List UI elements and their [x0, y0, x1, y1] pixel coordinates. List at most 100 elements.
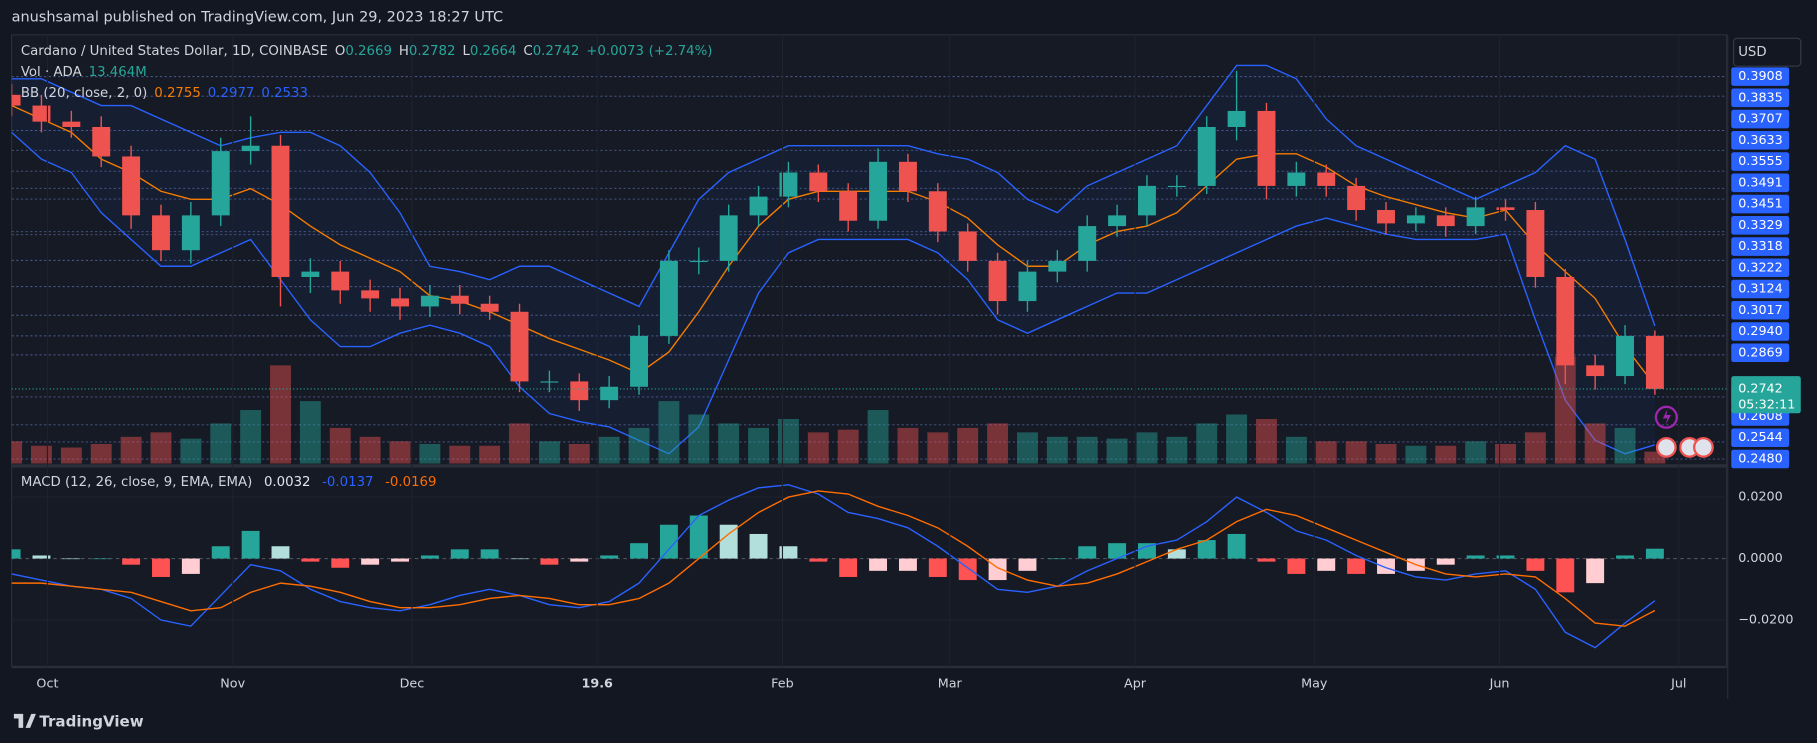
macd-tick-label: −0.0200 [1738, 613, 1793, 628]
event-icon[interactable] [1654, 405, 1678, 429]
candle-body [600, 386, 619, 401]
volume-bar [658, 401, 680, 464]
price-tag [1731, 279, 1790, 299]
volume-bar [120, 436, 142, 464]
y-tick-label: 0.3491 [1738, 175, 1783, 190]
volume-bar [1405, 445, 1427, 464]
legend-item: BB (20, close, 2, 0) [21, 86, 147, 101]
candle-body [331, 271, 350, 291]
price-tag [1731, 194, 1790, 214]
x-tick-label: 19.6 [581, 676, 613, 691]
publisher: anushsamal published on TradingView.com,… [12, 9, 503, 25]
volume-bar [329, 427, 351, 464]
candle-body [480, 303, 499, 312]
volume-bar [1046, 436, 1068, 464]
price-tag [1731, 343, 1790, 363]
legend-item: 0.2755 [154, 86, 201, 101]
volume-bar [1435, 445, 1457, 464]
macd-histogram-bar [1018, 558, 1037, 571]
macd-histogram-bar [1556, 558, 1575, 593]
macd-histogram-bar [1078, 546, 1097, 559]
legend-item: 0.2742 [533, 44, 580, 59]
volume-bar [240, 410, 262, 464]
price-tag [1731, 322, 1790, 341]
volume-bar [538, 441, 560, 464]
candle-body [898, 161, 917, 192]
volume-bar [479, 445, 501, 464]
candle-body [719, 215, 738, 261]
legend-item: H [399, 44, 409, 59]
macd-histogram-bar [122, 558, 141, 565]
price-tag [1731, 131, 1790, 150]
candle-body [1197, 126, 1216, 186]
y-tick-label: 0.2869 [1738, 345, 1783, 360]
candle-body [1496, 207, 1515, 211]
macd-histogram-bar [898, 558, 917, 571]
volume-bar [1226, 414, 1248, 464]
candle-body [32, 105, 51, 122]
volume-bar [927, 432, 949, 464]
macd-histogram-bar [689, 515, 708, 559]
macd-histogram-bar [92, 558, 111, 560]
volume-bar [299, 401, 321, 464]
candle-body [1108, 215, 1127, 227]
price-tag [1731, 237, 1790, 256]
macd-histogram-bar [1347, 558, 1366, 574]
candle-body [928, 191, 947, 232]
candle-body [1616, 335, 1634, 377]
volume-bar [1524, 432, 1546, 464]
candle-body [1436, 215, 1455, 227]
y-tick-label: 0.2544 [1738, 430, 1783, 445]
candle-body [361, 290, 380, 299]
legend: Cardano / United States Dollar, 1D, COIN… [21, 44, 713, 59]
volume-bar [628, 427, 650, 464]
volume-bar [449, 445, 471, 464]
candle-body [241, 145, 260, 152]
flag-icon[interactable] [1693, 436, 1714, 458]
macd-histogram-bar [152, 558, 170, 577]
macd-histogram-bar [540, 558, 559, 565]
x-tick-label: Mar [938, 676, 963, 691]
flag-icon[interactable] [1655, 436, 1677, 458]
x-tick-label: Apr [1124, 676, 1147, 691]
legend-item: -0.0137 [322, 475, 373, 490]
macd-histogram-bar [928, 558, 947, 577]
macd-signal-line [11, 490, 1656, 627]
volume-bar [897, 427, 919, 464]
footer [0, 700, 1817, 743]
y-tick-label: 0.3451 [1738, 197, 1783, 212]
currency-box[interactable] [1732, 37, 1802, 67]
candle-body [271, 145, 290, 277]
x-tick-label: Jul [1670, 676, 1686, 691]
macd-histogram-bar [869, 558, 888, 571]
candle-body [689, 260, 708, 263]
candle-body [1257, 110, 1276, 186]
legend-item: (+2.74%) [649, 44, 713, 59]
price-tag [1731, 173, 1790, 193]
candle-body [11, 94, 21, 106]
volume-bar [1106, 438, 1128, 464]
volume-bar [210, 423, 232, 464]
countdown: 05:32:11 [1738, 398, 1795, 413]
candle-body [301, 271, 320, 277]
legend: BB (20, close, 2, 0) 0.2755 0.2977 0.2533 [21, 86, 308, 101]
candle-body [1347, 185, 1366, 211]
macd-histogram-bar [779, 546, 798, 559]
macd-histogram-bar [510, 558, 529, 560]
macd-histogram-bar [719, 524, 738, 559]
macd-histogram-bar [839, 558, 858, 577]
main-pane [11, 64, 1727, 464]
candle-body [779, 172, 798, 197]
volume-bar [419, 443, 441, 464]
candle-body [1138, 185, 1156, 216]
macd-tick-label: 0.0200 [1738, 490, 1783, 505]
bb-fill [11, 65, 1655, 454]
y-tick-label: 0.3222 [1738, 260, 1783, 275]
volume-bar [180, 438, 202, 464]
macd-histogram-bar [1227, 533, 1246, 559]
macd-histogram-bar [1496, 555, 1515, 559]
volume-bar [1285, 436, 1307, 464]
macd-histogram-bar [958, 558, 977, 581]
macd-histogram-bar [659, 524, 678, 559]
macd-histogram-bar [1317, 558, 1336, 571]
